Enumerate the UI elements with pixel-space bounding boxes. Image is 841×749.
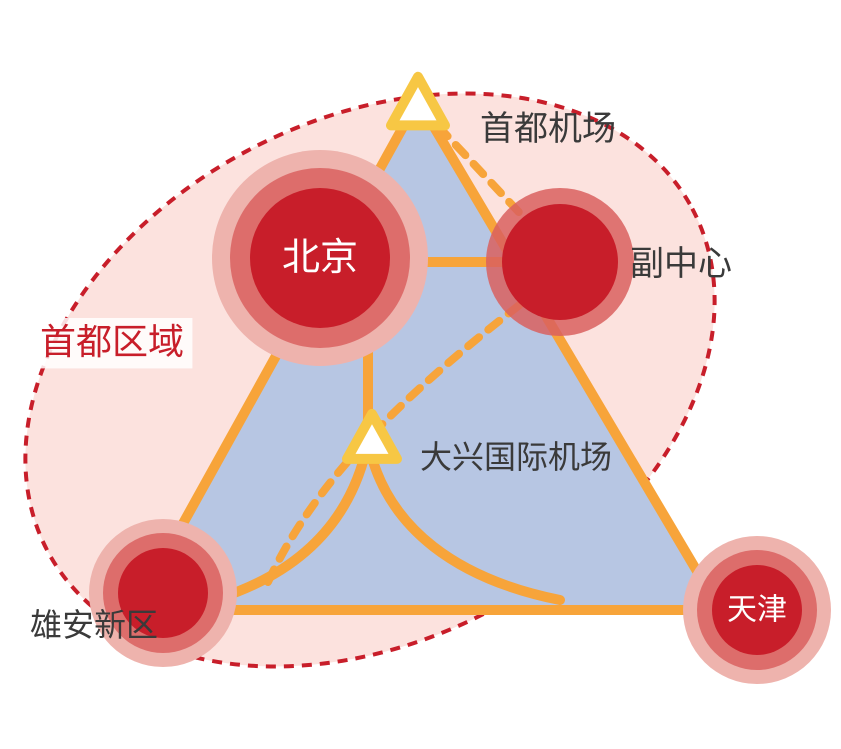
daxing-airport-label: 大兴国际机场 — [420, 439, 612, 475]
beijing-label: 北京 — [282, 237, 358, 279]
tianjin-label: 天津 — [727, 594, 787, 627]
xiongan-label: 雄安新区 — [30, 607, 158, 643]
capital-airport-marker — [391, 77, 445, 126]
subcenter-node — [502, 204, 618, 320]
subcenter-label: 副中心 — [630, 245, 732, 283]
capital-airport-label: 首都机场 — [480, 110, 616, 148]
capital-region-label: 首都区域 — [40, 321, 184, 362]
